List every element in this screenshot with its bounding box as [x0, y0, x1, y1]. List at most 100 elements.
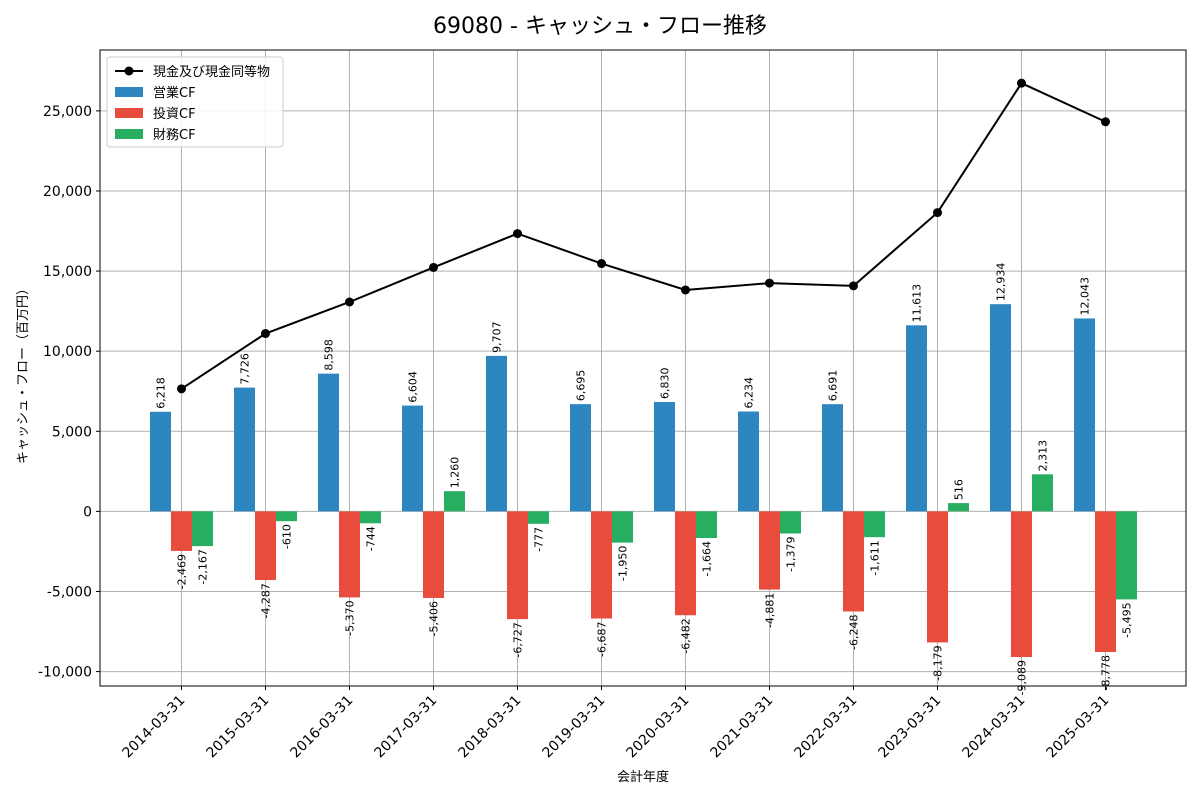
bar [444, 491, 465, 512]
line-point [429, 262, 438, 272]
bar [150, 411, 171, 512]
x-tick-label: 2022-03-31 [791, 693, 860, 762]
bars-layer [150, 304, 1137, 657]
bar-value-label: -9,089 [1016, 660, 1029, 695]
bar [780, 511, 801, 534]
bar-value-label: 1,260 [449, 457, 462, 489]
bar [654, 401, 675, 512]
bar-value-label: -4,881 [764, 593, 777, 628]
legend-label: 財務CF [153, 128, 196, 143]
bar-value-label: -1,379 [785, 536, 798, 571]
x-tick-label: 2020-03-31 [623, 693, 692, 762]
bar [318, 373, 339, 512]
legend-box [106, 56, 284, 148]
bar-value-label: -6,482 [680, 618, 693, 653]
bar [570, 404, 591, 512]
y-tick-label: 5,000 [52, 424, 92, 440]
bar [990, 304, 1011, 512]
legend-bar-swatch [115, 87, 143, 97]
bar [612, 511, 633, 543]
bar [864, 511, 885, 538]
bar [234, 387, 255, 512]
bar-value-label: -8,778 [1100, 655, 1113, 690]
bar [1011, 511, 1032, 657]
bar [255, 511, 276, 581]
legend-marker-swatch [124, 66, 134, 76]
bar-value-label: 11,613 [911, 284, 924, 323]
legend-bar-swatch [115, 108, 143, 118]
bar-value-label: 8,598 [323, 339, 336, 371]
legend-label: 投資CF [153, 106, 196, 122]
bar [1032, 474, 1053, 512]
bar [528, 511, 549, 524]
x-axis: 2014-03-31 2015-03-31 2016-03-31 2017-03-31… [119, 686, 1112, 761]
bar-value-label: 2,313 [1037, 440, 1050, 472]
bar-value-label: 6,234 [743, 377, 756, 409]
bar-value-label: 6,604 [407, 371, 420, 403]
bar [339, 511, 360, 598]
bar-value-label: -2,167 [197, 549, 210, 584]
x-tick-label: 2019-03-31 [539, 693, 608, 762]
y-tick-label: 15,000 [43, 264, 92, 280]
bar [1116, 511, 1137, 600]
bar [696, 511, 717, 539]
bar [948, 503, 969, 512]
bar [423, 511, 444, 598]
y-axis: -10,000 -5,000 0 5,000 10,000 15,000 20,000 25,… [38, 104, 100, 681]
line-point [765, 278, 774, 288]
x-tick-label: 2015-03-31 [203, 693, 272, 762]
x-tick-label: 2025-03-31 [1043, 693, 1112, 762]
bar [927, 511, 948, 643]
data-labels-layer: 6,218 7,726 8,598 6,604 9,707 6,695 6,830 6,234… [155, 263, 1134, 696]
line-layer [177, 78, 1110, 394]
bar [192, 511, 213, 547]
bar-value-label: -6,727 [512, 622, 525, 657]
bar [1095, 511, 1116, 653]
line-point [681, 285, 690, 295]
y-tick-label: 0 [83, 504, 92, 520]
cash-equivalents-line [180, 81, 1106, 390]
plot-frame [99, 49, 1187, 687]
bar [738, 411, 759, 512]
bar-value-label: 6,830 [659, 367, 672, 399]
bar-value-label: -1,950 [617, 546, 630, 581]
bar [759, 511, 780, 590]
legend-label: 現金及び現金同等物 [153, 64, 270, 80]
bar-value-label: -8,179 [932, 645, 945, 680]
bar-value-label: -5,406 [428, 601, 441, 636]
bar-value-label: -5,495 [1121, 602, 1134, 637]
line-point [177, 384, 186, 394]
bar-value-label: -1,611 [869, 540, 882, 575]
y-tick-label: -5,000 [47, 584, 92, 600]
bar-value-label: -6,687 [596, 622, 609, 657]
bar-value-label: -1,664 [701, 541, 714, 576]
bar-value-label: -2,469 [176, 554, 189, 589]
line-point [1101, 117, 1110, 127]
x-tick-label: 2014-03-31 [119, 693, 188, 762]
bar [675, 511, 696, 616]
line-point [597, 259, 606, 269]
bar [906, 325, 927, 512]
x-tick-label: 2024-03-31 [959, 693, 1028, 762]
bar-value-label: 7,726 [239, 353, 252, 385]
bar-value-label: -744 [365, 526, 378, 551]
x-axis-label: 会計年度 [617, 769, 669, 785]
bar [402, 405, 423, 512]
line-point [513, 229, 522, 239]
x-tick-label: 2017-03-31 [371, 693, 440, 762]
y-axis-label: キャッシュ・フロー（百万円） [16, 282, 31, 464]
bar [171, 511, 192, 551]
y-tick-label: 10,000 [43, 344, 92, 360]
x-tick-label: 2023-03-31 [875, 693, 944, 762]
legend-label: 営業CF [153, 85, 196, 101]
bar-value-label: 12,043 [1079, 277, 1092, 316]
bar-value-label: -5,370 [344, 600, 357, 635]
bar [360, 511, 381, 524]
bar-value-label: -610 [281, 524, 294, 549]
legend-bar-swatch [115, 129, 143, 139]
line-point [345, 297, 354, 307]
bar [822, 404, 843, 512]
bar [1074, 318, 1095, 512]
